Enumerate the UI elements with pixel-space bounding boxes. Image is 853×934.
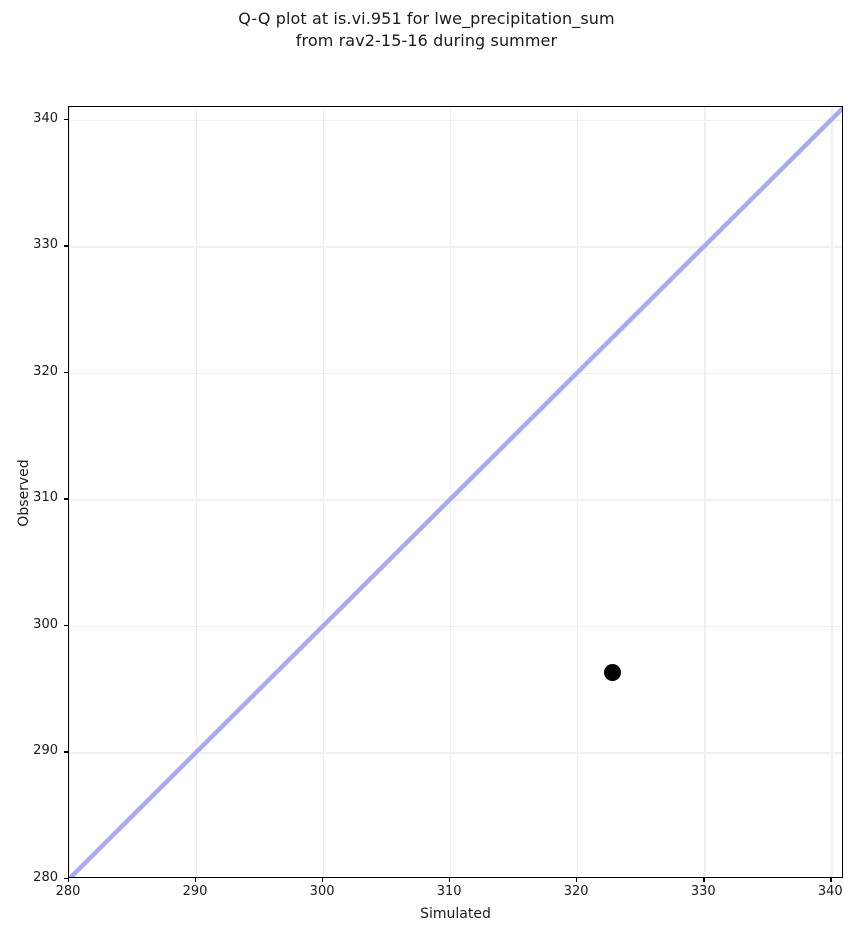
- y-tick-label: 340: [33, 110, 58, 126]
- y-tick-mark: [64, 878, 68, 880]
- gridline-vertical: [450, 107, 452, 877]
- x-axis-label: Simulated: [420, 906, 491, 922]
- plot-area: [68, 106, 843, 878]
- x-tick-label: 300: [309, 884, 335, 899]
- y-axis-label: Observed: [16, 459, 32, 527]
- y-tick-label: 280: [33, 870, 58, 885]
- gridline-vertical: [577, 107, 579, 877]
- x-tick-label: 320: [563, 884, 589, 899]
- x-tick-label: 330: [690, 884, 716, 899]
- gridline-vertical: [704, 107, 706, 877]
- x-tick-mark: [449, 878, 451, 882]
- y-tick-mark: [64, 624, 68, 627]
- y-tick-label: 290: [33, 743, 58, 759]
- x-tick-label: 290: [182, 884, 208, 899]
- y-tick-label: 310: [33, 490, 58, 506]
- gridline-vertical: [69, 107, 71, 877]
- x-tick-label: 310: [436, 884, 462, 899]
- data-point: [604, 664, 622, 682]
- x-tick-label: 340: [817, 884, 843, 899]
- gridline-horizontal: [69, 625, 842, 628]
- y-tick-mark: [64, 245, 68, 247]
- page-title: Q-Q plot at is.vi.951 for lwe_precipitat…: [238, 9, 615, 50]
- gridline-vertical: [196, 107, 198, 877]
- x-tick-label: 280: [55, 884, 81, 899]
- x-tick-mark: [322, 878, 324, 882]
- gridline-horizontal: [69, 372, 842, 375]
- y-tick-mark: [64, 118, 68, 120]
- gridline-vertical: [323, 107, 325, 877]
- identity-line: [69, 107, 842, 877]
- y-tick-mark: [64, 371, 68, 374]
- y-tick-mark: [64, 751, 68, 753]
- y-tick-mark: [64, 498, 68, 500]
- y-tick-label: 320: [33, 363, 58, 379]
- x-tick-mark: [703, 878, 705, 882]
- gridline-horizontal: [69, 246, 842, 248]
- x-tick-mark: [576, 878, 578, 882]
- x-tick-mark: [195, 878, 197, 882]
- x-tick-mark: [830, 878, 832, 882]
- gridline-horizontal: [69, 499, 842, 501]
- gridline-horizontal: [69, 119, 842, 121]
- y-tick-label: 300: [33, 616, 58, 632]
- gridline-vertical: [831, 107, 833, 877]
- gridline-horizontal: [69, 752, 842, 754]
- y-tick-label: 330: [33, 237, 58, 253]
- x-tick-mark: [68, 878, 70, 882]
